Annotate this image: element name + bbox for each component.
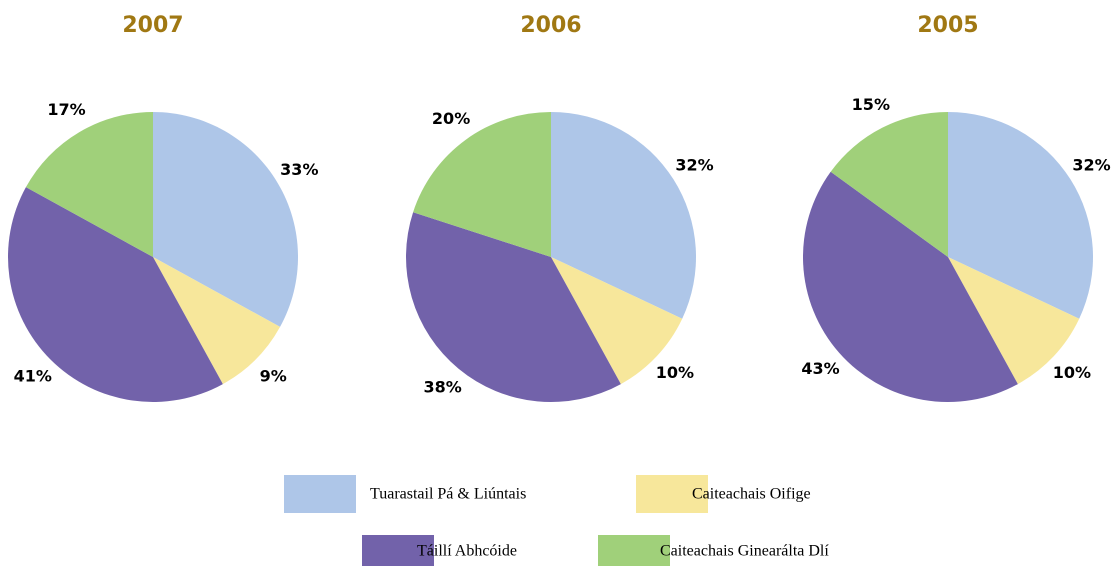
pie-slice bbox=[948, 112, 1093, 319]
pie-slice bbox=[948, 257, 1080, 385]
pie-slice bbox=[803, 171, 1018, 403]
data-label: 43% bbox=[801, 359, 839, 378]
legend-label: Caiteachais Ginearálta Dlí bbox=[660, 543, 829, 560]
legend-label: Tuarastail Pá & Liúntais bbox=[370, 486, 526, 503]
data-label: 33% bbox=[280, 160, 318, 179]
pie-slice bbox=[551, 257, 683, 385]
pie-slice bbox=[551, 111, 697, 319]
chart-title: 2007 bbox=[122, 13, 183, 38]
data-label: 10% bbox=[1053, 363, 1091, 382]
data-label: 20% bbox=[432, 109, 470, 128]
pie-slice bbox=[7, 187, 223, 403]
pie-slice bbox=[406, 212, 621, 403]
data-label: 38% bbox=[423, 377, 461, 396]
data-label: 17% bbox=[47, 100, 85, 119]
chart-title: 2005 bbox=[917, 13, 978, 38]
pie-slice bbox=[830, 112, 948, 257]
chart-title: 2006 bbox=[520, 13, 581, 38]
pie-slice bbox=[413, 112, 551, 257]
legend-swatch bbox=[636, 475, 708, 513]
pie-slice bbox=[153, 112, 298, 327]
data-label: 15% bbox=[852, 95, 890, 114]
data-label: 41% bbox=[14, 367, 52, 386]
data-label: 10% bbox=[656, 363, 694, 382]
legend-swatch bbox=[362, 535, 434, 566]
legend-label: Caiteachais Oifige bbox=[692, 486, 811, 503]
data-label: 32% bbox=[1072, 155, 1110, 174]
pie-slice bbox=[153, 257, 281, 385]
pie-slice bbox=[25, 111, 153, 257]
data-label: 32% bbox=[675, 155, 713, 174]
legend-label: Táillí Abhcóide bbox=[417, 543, 517, 560]
data-label: 9% bbox=[260, 367, 287, 386]
legend-swatch bbox=[598, 535, 670, 566]
legend-swatch bbox=[284, 475, 356, 513]
